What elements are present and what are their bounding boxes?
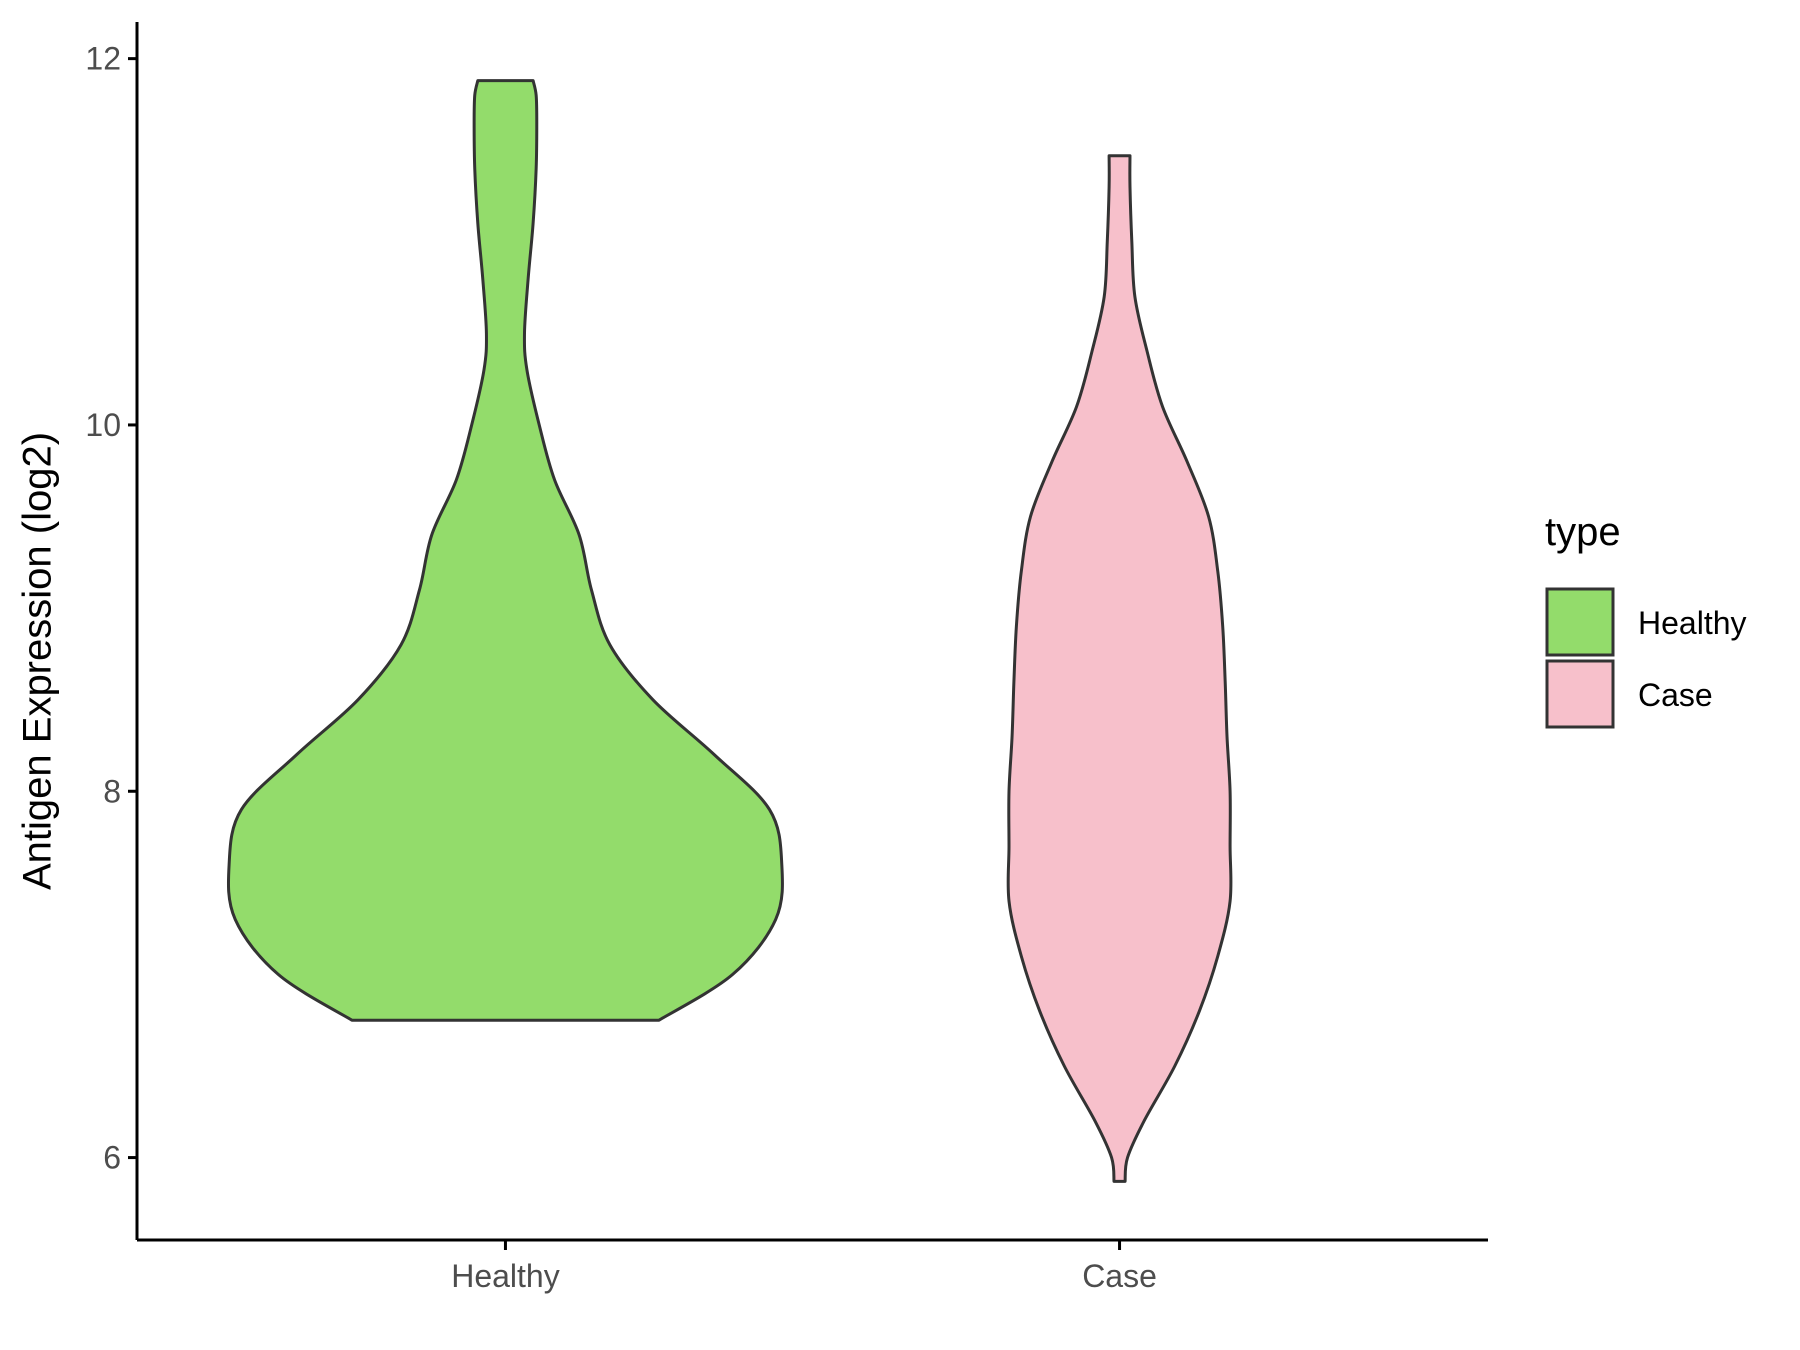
legend-title: type xyxy=(1545,510,1621,554)
violins-layer xyxy=(226,79,1233,1183)
y-ticks: 6 8 10 12 xyxy=(85,41,137,1176)
violin-healthy xyxy=(226,79,784,1022)
violin-case xyxy=(1006,154,1233,1183)
x-ticks: Healthy Case xyxy=(451,1240,1157,1294)
y-tick-label: 10 xyxy=(85,407,121,443)
y-tick-label: 6 xyxy=(103,1140,121,1176)
y-axis-title: Antigen Expression (log2) xyxy=(16,432,60,890)
axes-layer xyxy=(135,22,1488,1242)
legend-label-case: Case xyxy=(1638,677,1713,713)
legend-label-healthy: Healthy xyxy=(1638,605,1747,641)
x-tick-label: Healthy xyxy=(451,1258,560,1294)
legend: type Healthy Case xyxy=(1545,510,1747,729)
legend-key-healthy xyxy=(1545,587,1615,657)
x-tick-label: Case xyxy=(1082,1258,1157,1294)
legend-key-case xyxy=(1545,659,1615,729)
y-tick-label: 12 xyxy=(85,41,121,77)
y-tick-label: 8 xyxy=(103,773,121,809)
